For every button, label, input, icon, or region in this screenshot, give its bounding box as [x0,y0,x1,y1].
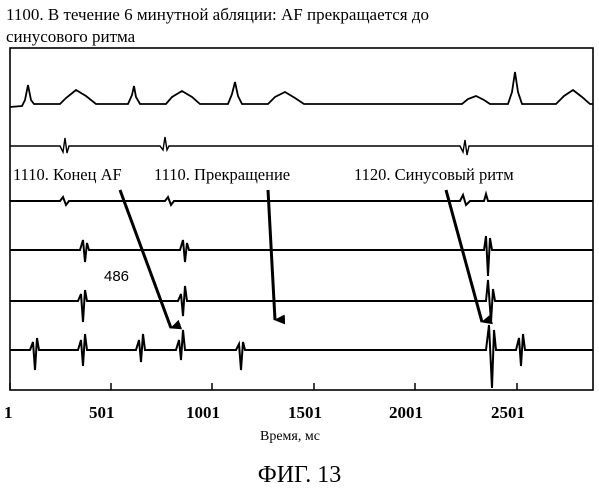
annotation-termination: 1110. Прекращение [154,165,290,184]
annotation-sinus-rhythm: 1120. Синусовый ритм [354,165,514,184]
trace-channel-5 [10,280,593,322]
trace-surface-ecg [10,72,593,107]
trace-channel-3 [10,194,593,205]
trace-channel-6 [10,325,593,388]
trace-channel-2 [10,137,593,155]
arrow-af-end [120,190,171,328]
arrow-sinus-rhythm [446,190,482,322]
figure-caption: ФИГ. 13 [0,462,599,489]
x-tick-label-501: 501 [89,403,115,422]
x-axis: 1 501 1001 1501 2001 2501 Время, мс [4,383,525,444]
x-tick-label-2001: 2001 [389,403,423,422]
x-axis-label: Время, мс [260,429,320,444]
plot-frame [10,48,593,390]
annotation-af-end: 1110. Конец AF [13,165,122,184]
trace-channel-4 [10,236,593,276]
x-tick-label-1501: 1501 [288,403,322,422]
x-tick-label-2501: 2501 [491,403,525,422]
x-tick-label-1: 1 [4,403,13,422]
ecg-traces [10,72,593,388]
x-tick-label-1001: 1001 [186,403,220,422]
interval-label: 486 [104,268,129,285]
